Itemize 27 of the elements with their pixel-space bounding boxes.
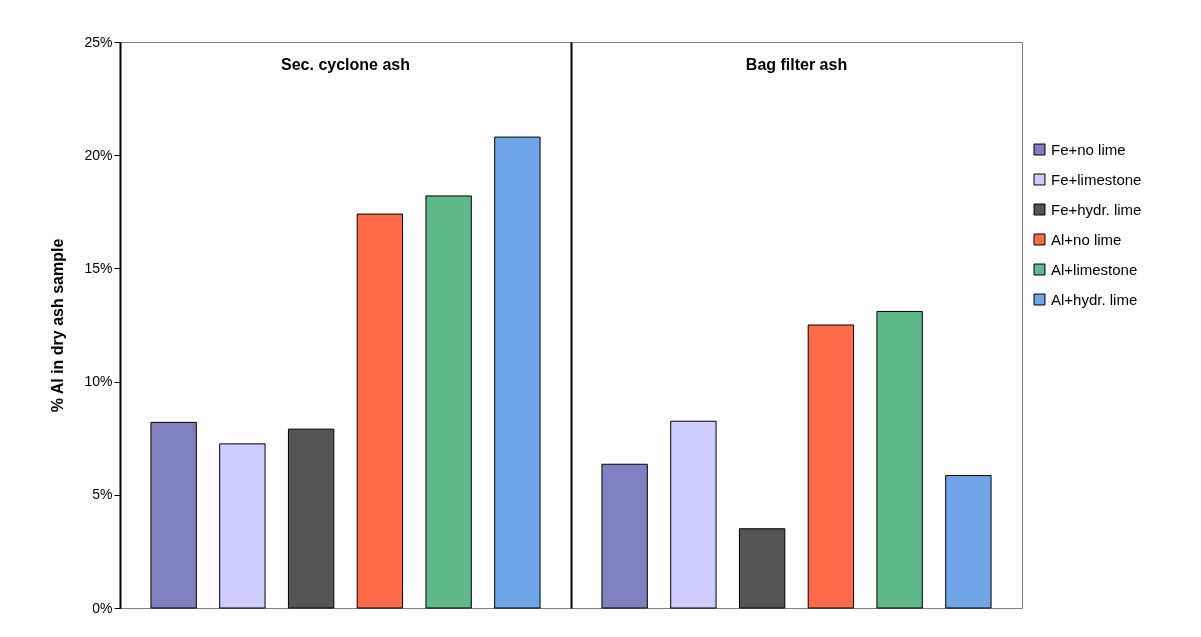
y-tick-label: 10%: [84, 373, 113, 390]
y-axis-title: % Al in dry ash sample: [49, 238, 67, 413]
legend-label: Fe+hydr. lime: [1051, 200, 1142, 218]
legend-label: Fe+no lime: [1051, 140, 1126, 158]
y-tick-label: 20%: [84, 146, 113, 163]
y-tick-label: 25%: [84, 33, 113, 50]
bar: [356, 213, 404, 609]
bar: [425, 195, 472, 609]
bar: [876, 310, 923, 609]
bar: [670, 420, 717, 609]
bar: [150, 421, 197, 609]
legend-label: Al+limestone: [1051, 260, 1138, 278]
bar: [738, 528, 786, 609]
bar: [494, 136, 541, 609]
legend-label: Al+no lime: [1051, 230, 1122, 248]
x-tick-label: Sec. cyclone ash: [281, 55, 410, 73]
bar: [601, 463, 648, 609]
bar: [287, 428, 335, 609]
y-tick-label: 5%: [92, 486, 113, 503]
y-tick-label: 15%: [84, 259, 113, 276]
legend-label: Al+hydr. lime: [1051, 290, 1138, 308]
legend-label: Fe+limestone: [1051, 170, 1142, 188]
bar: [807, 324, 855, 609]
x-tick-label: Bag filter ash: [745, 55, 848, 73]
bar: [945, 475, 992, 609]
bar: [219, 443, 266, 609]
y-tick-label: 0%: [92, 599, 113, 616]
